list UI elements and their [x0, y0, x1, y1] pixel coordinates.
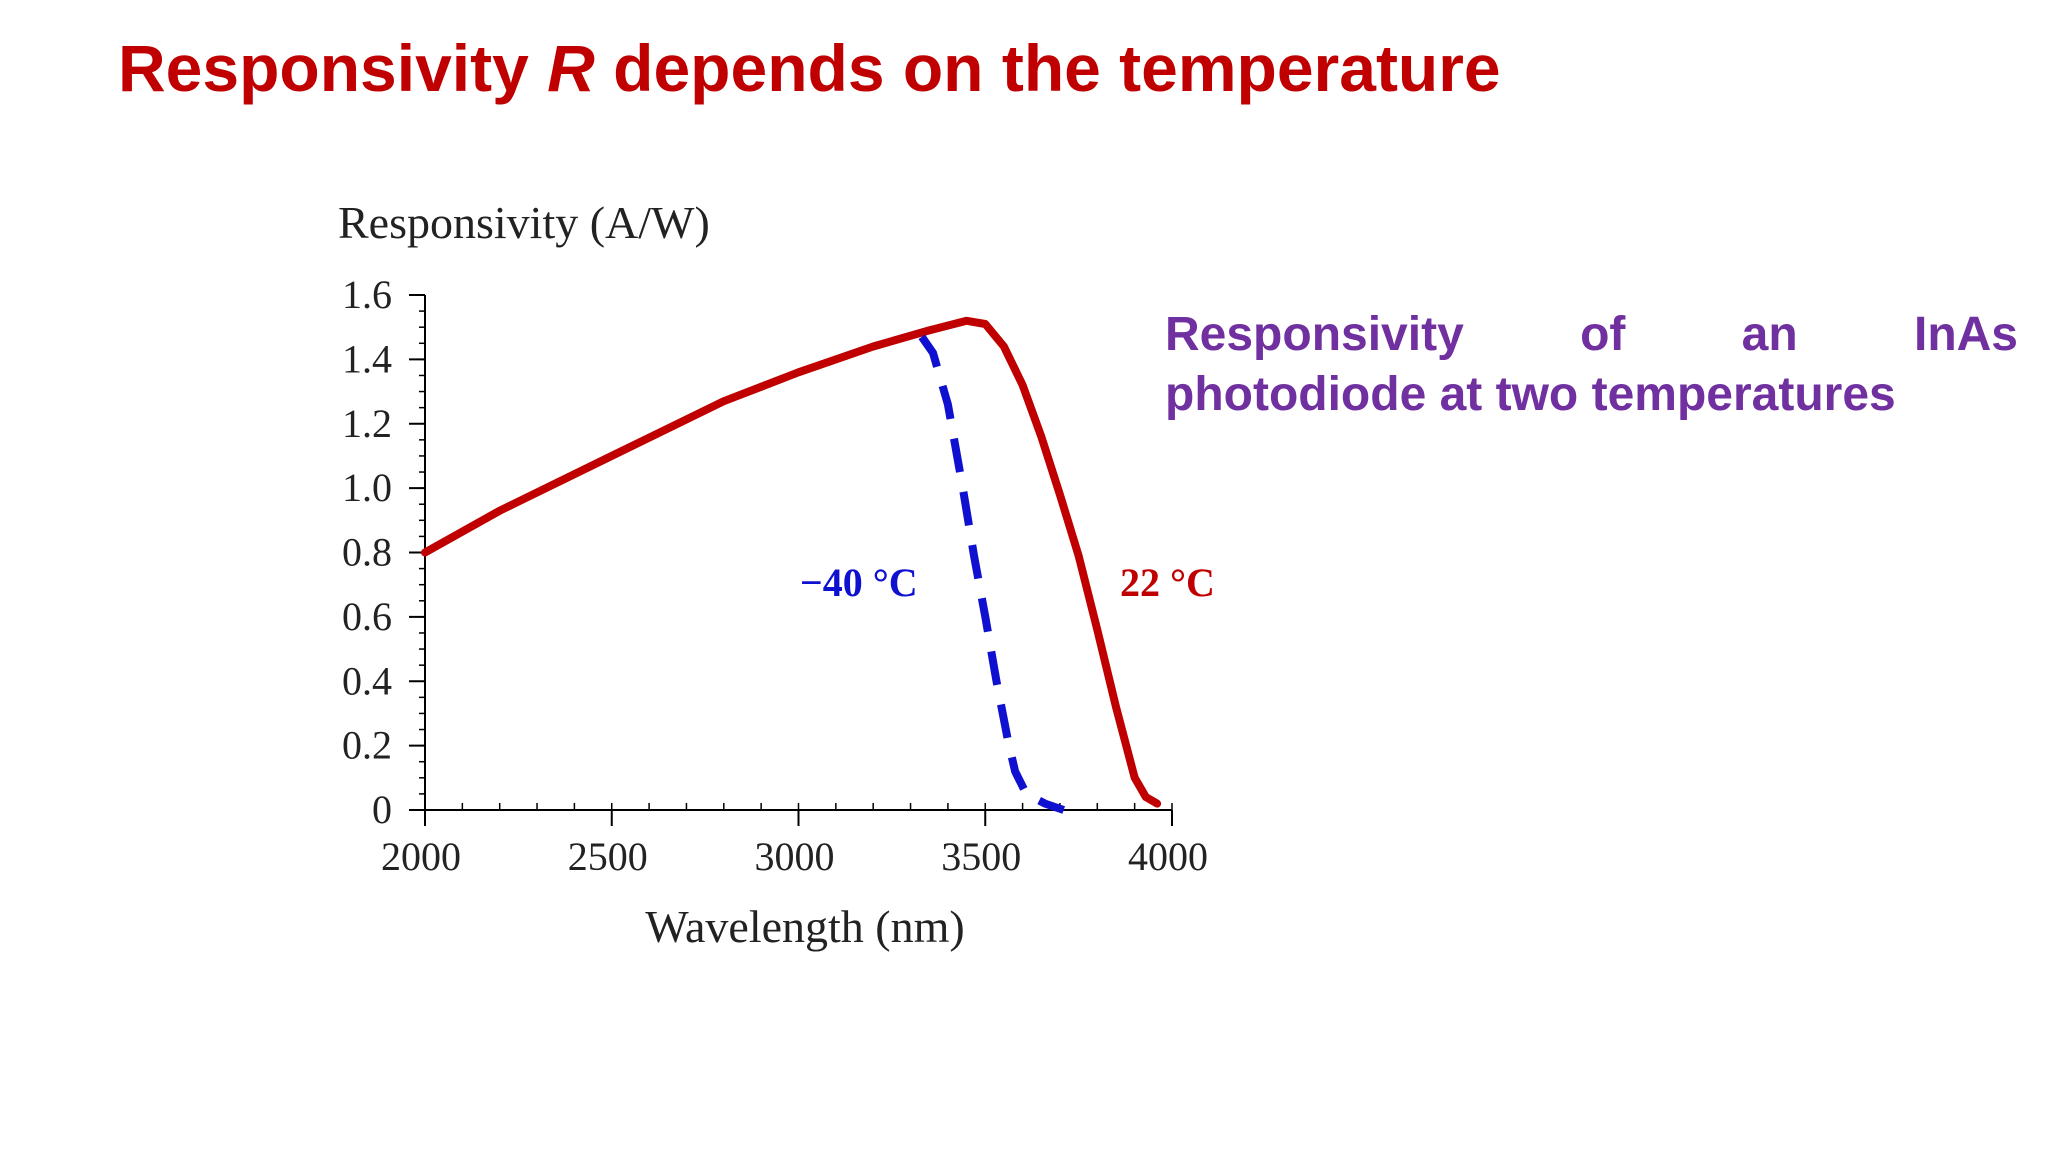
y-tick-label: 1.4	[342, 336, 392, 381]
series-line-22c	[421, 316, 1162, 808]
series-label-minus40c: −40 °C	[800, 560, 918, 605]
caption-word: an	[1741, 308, 1798, 361]
caption-word: InAs	[1913, 308, 2018, 361]
x-axis-label: Wavelength (nm)	[645, 901, 964, 952]
x-tick-label: 2500	[568, 834, 648, 879]
y-tick-label: 1.6	[342, 272, 392, 317]
caption: Responsivity of an InAs photodiode at two t…	[1165, 305, 2018, 425]
caption-word: Responsivity	[1165, 308, 1464, 361]
y-tick-label: 0.4	[342, 658, 392, 703]
y-tick-label: 0.6	[342, 594, 392, 639]
caption-line1: Responsivity of an InAs	[1165, 305, 2018, 365]
slide-title: Responsivity R depends on the temperatur…	[118, 30, 1501, 106]
y-tick-label: 1.0	[342, 465, 392, 510]
caption-word: of	[1580, 308, 1626, 361]
y-tick-label: 0.2	[342, 723, 392, 768]
title-suffix: depends on the temperature	[594, 31, 1501, 105]
y-axis-label: Responsivity (A/W)	[338, 197, 710, 248]
title-symbol: R	[547, 31, 595, 105]
x-tick-label: 3000	[755, 834, 835, 879]
series-label-22c: 22 °C	[1120, 560, 1215, 605]
y-tick-label: 0	[372, 787, 392, 832]
y-tick-label: 0.8	[342, 530, 392, 575]
x-tick-label: 2000	[381, 834, 461, 879]
series-line-minus40c	[918, 334, 1065, 814]
title-prefix: Responsivity	[118, 31, 548, 105]
y-tick-label: 1.2	[342, 401, 392, 446]
x-tick-label: 3500	[941, 834, 1021, 879]
caption-line2: photodiode at two temperatures	[1165, 368, 1896, 421]
x-tick-label: 4000	[1128, 834, 1208, 879]
